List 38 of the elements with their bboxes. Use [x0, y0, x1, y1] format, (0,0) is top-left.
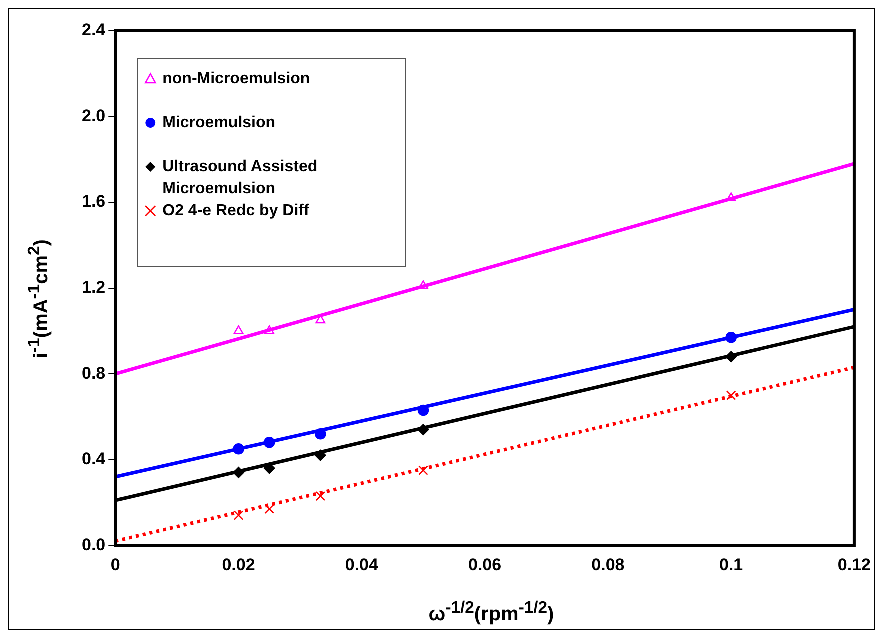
point — [726, 351, 737, 363]
point — [233, 467, 244, 478]
point — [234, 510, 244, 520]
x-axis-title: ω$^{-1/2}$(rpm$^{-1/2}$) — [428, 598, 556, 627]
x-tick-label: 0 — [110, 555, 120, 574]
point — [418, 466, 428, 476]
x-tick-label: 0.06 — [468, 555, 502, 574]
legend-label: O2 4-e Redc by Diff — [162, 202, 310, 220]
legend-label: non-Microemulsion — [162, 70, 310, 88]
x-tick-label: 0.08 — [592, 555, 625, 574]
y-tick-label: 2.4 — [82, 20, 106, 40]
y-tick-label: 0.8 — [82, 364, 106, 383]
point — [315, 428, 326, 440]
point — [418, 280, 428, 290]
y-tick-label: 0.4 — [82, 450, 106, 469]
point — [264, 462, 276, 474]
legend-label: Microemulsion — [162, 114, 276, 132]
x-tick-label: 0.04 — [345, 555, 379, 574]
point — [234, 326, 244, 334]
x-tick-label: 0.02 — [222, 555, 256, 574]
point — [233, 443, 244, 455]
point — [315, 450, 326, 462]
point — [418, 404, 430, 416]
point — [726, 192, 736, 202]
point — [264, 437, 276, 448]
x-tick-label: 0.12 — [838, 555, 872, 574]
y-tick-label: 0.0 — [82, 535, 106, 554]
y-tick-label: 2.0 — [82, 106, 106, 126]
y-tick-label: 1.2 — [82, 278, 106, 297]
legend-label: Ultrasound Assisted Microemulsion — [162, 158, 318, 198]
point — [726, 390, 736, 400]
point — [264, 504, 274, 514]
point — [316, 491, 326, 502]
y-tick-label: 1.6 — [82, 192, 106, 212]
x-tick-label: 0.1 — [720, 555, 744, 574]
point — [418, 424, 430, 436]
point — [726, 332, 737, 344]
point — [264, 326, 275, 334]
